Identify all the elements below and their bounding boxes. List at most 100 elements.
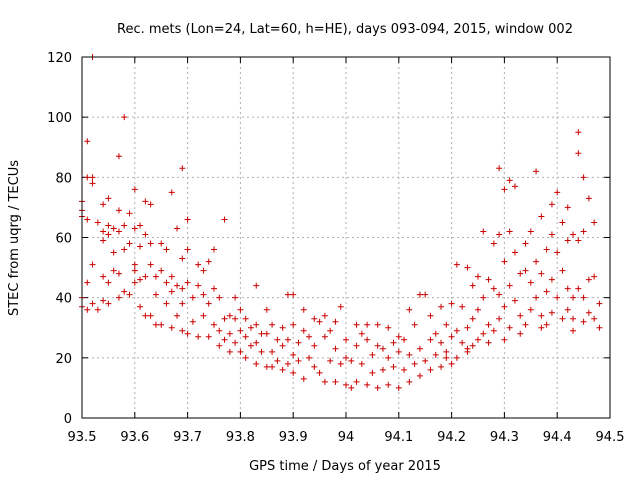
data-points xyxy=(79,54,603,391)
data-point xyxy=(390,339,397,346)
data-point xyxy=(179,285,186,292)
data-point xyxy=(168,273,175,280)
data-point xyxy=(480,228,487,235)
data-point xyxy=(538,324,545,331)
data-point xyxy=(585,309,592,316)
data-point xyxy=(279,342,286,349)
data-point xyxy=(147,201,154,208)
data-point xyxy=(226,348,233,355)
data-point xyxy=(179,300,186,307)
data-point xyxy=(416,345,423,352)
data-point xyxy=(290,291,297,298)
data-point xyxy=(443,321,450,328)
data-point xyxy=(211,321,217,328)
data-point xyxy=(485,339,492,346)
data-point xyxy=(348,384,355,391)
data-point xyxy=(94,306,101,313)
data-point xyxy=(126,240,133,247)
data-point xyxy=(475,336,481,343)
data-point xyxy=(464,264,471,271)
x-tick-label: 94.2 xyxy=(437,430,466,445)
data-point xyxy=(115,207,122,214)
data-point xyxy=(258,330,265,337)
data-point xyxy=(554,249,561,256)
data-point xyxy=(300,306,307,313)
data-point xyxy=(570,294,577,301)
data-point xyxy=(464,345,471,352)
y-tick-label: 60 xyxy=(55,232,72,247)
data-point xyxy=(533,258,540,265)
data-point xyxy=(517,270,524,277)
data-point xyxy=(311,363,318,370)
data-point xyxy=(316,369,323,376)
data-point xyxy=(100,273,107,280)
data-point xyxy=(480,330,487,337)
data-point xyxy=(226,312,233,319)
data-point xyxy=(343,336,349,343)
x-tick-label: 94.4 xyxy=(543,430,572,445)
data-point xyxy=(374,321,381,328)
data-point xyxy=(131,225,138,232)
data-point xyxy=(321,378,328,385)
data-point xyxy=(105,222,112,229)
data-point xyxy=(511,249,518,256)
data-point xyxy=(137,222,144,229)
data-point xyxy=(158,267,165,274)
data-point xyxy=(274,336,281,343)
data-point xyxy=(475,306,481,313)
data-point xyxy=(459,339,466,346)
data-point xyxy=(501,258,508,265)
data-point xyxy=(416,372,423,379)
data-point xyxy=(142,198,149,205)
data-point xyxy=(448,333,455,340)
data-point xyxy=(195,261,202,268)
data-point xyxy=(184,330,191,337)
data-point xyxy=(184,279,191,286)
data-point xyxy=(580,174,587,181)
data-point xyxy=(121,222,128,229)
data-point xyxy=(89,300,96,307)
data-point xyxy=(253,282,260,289)
data-point xyxy=(189,294,196,301)
data-point xyxy=(411,321,418,328)
data-point xyxy=(100,228,107,235)
data-point xyxy=(274,357,281,364)
data-point xyxy=(385,324,392,331)
data-point xyxy=(395,384,402,391)
data-point xyxy=(269,348,276,355)
data-point xyxy=(131,261,138,268)
data-point xyxy=(564,306,571,313)
data-point xyxy=(115,228,122,235)
data-point xyxy=(490,240,497,247)
data-point xyxy=(543,321,550,328)
data-point xyxy=(580,228,587,235)
data-point xyxy=(84,174,91,181)
data-point xyxy=(100,237,107,244)
plot-frame xyxy=(81,56,611,419)
data-point xyxy=(105,231,112,238)
data-point xyxy=(253,360,260,367)
data-point xyxy=(564,204,571,211)
data-point xyxy=(385,381,392,388)
data-point xyxy=(221,336,228,343)
data-point xyxy=(379,345,386,352)
x-tick-label: 93.9 xyxy=(279,430,308,445)
data-point xyxy=(585,195,592,202)
data-point xyxy=(284,291,291,298)
data-point xyxy=(168,189,175,196)
data-point xyxy=(158,240,165,247)
data-point xyxy=(538,270,545,277)
data-point xyxy=(295,357,302,364)
data-point xyxy=(300,375,307,382)
data-point xyxy=(284,360,291,367)
data-point xyxy=(395,348,402,355)
data-point xyxy=(575,129,582,136)
data-point xyxy=(596,324,603,331)
data-point xyxy=(406,378,413,385)
data-point xyxy=(343,381,349,388)
data-point xyxy=(564,237,571,244)
data-point xyxy=(290,369,297,376)
data-point xyxy=(205,300,212,307)
x-tick-label: 93.5 xyxy=(68,430,97,445)
data-point xyxy=(379,366,386,373)
